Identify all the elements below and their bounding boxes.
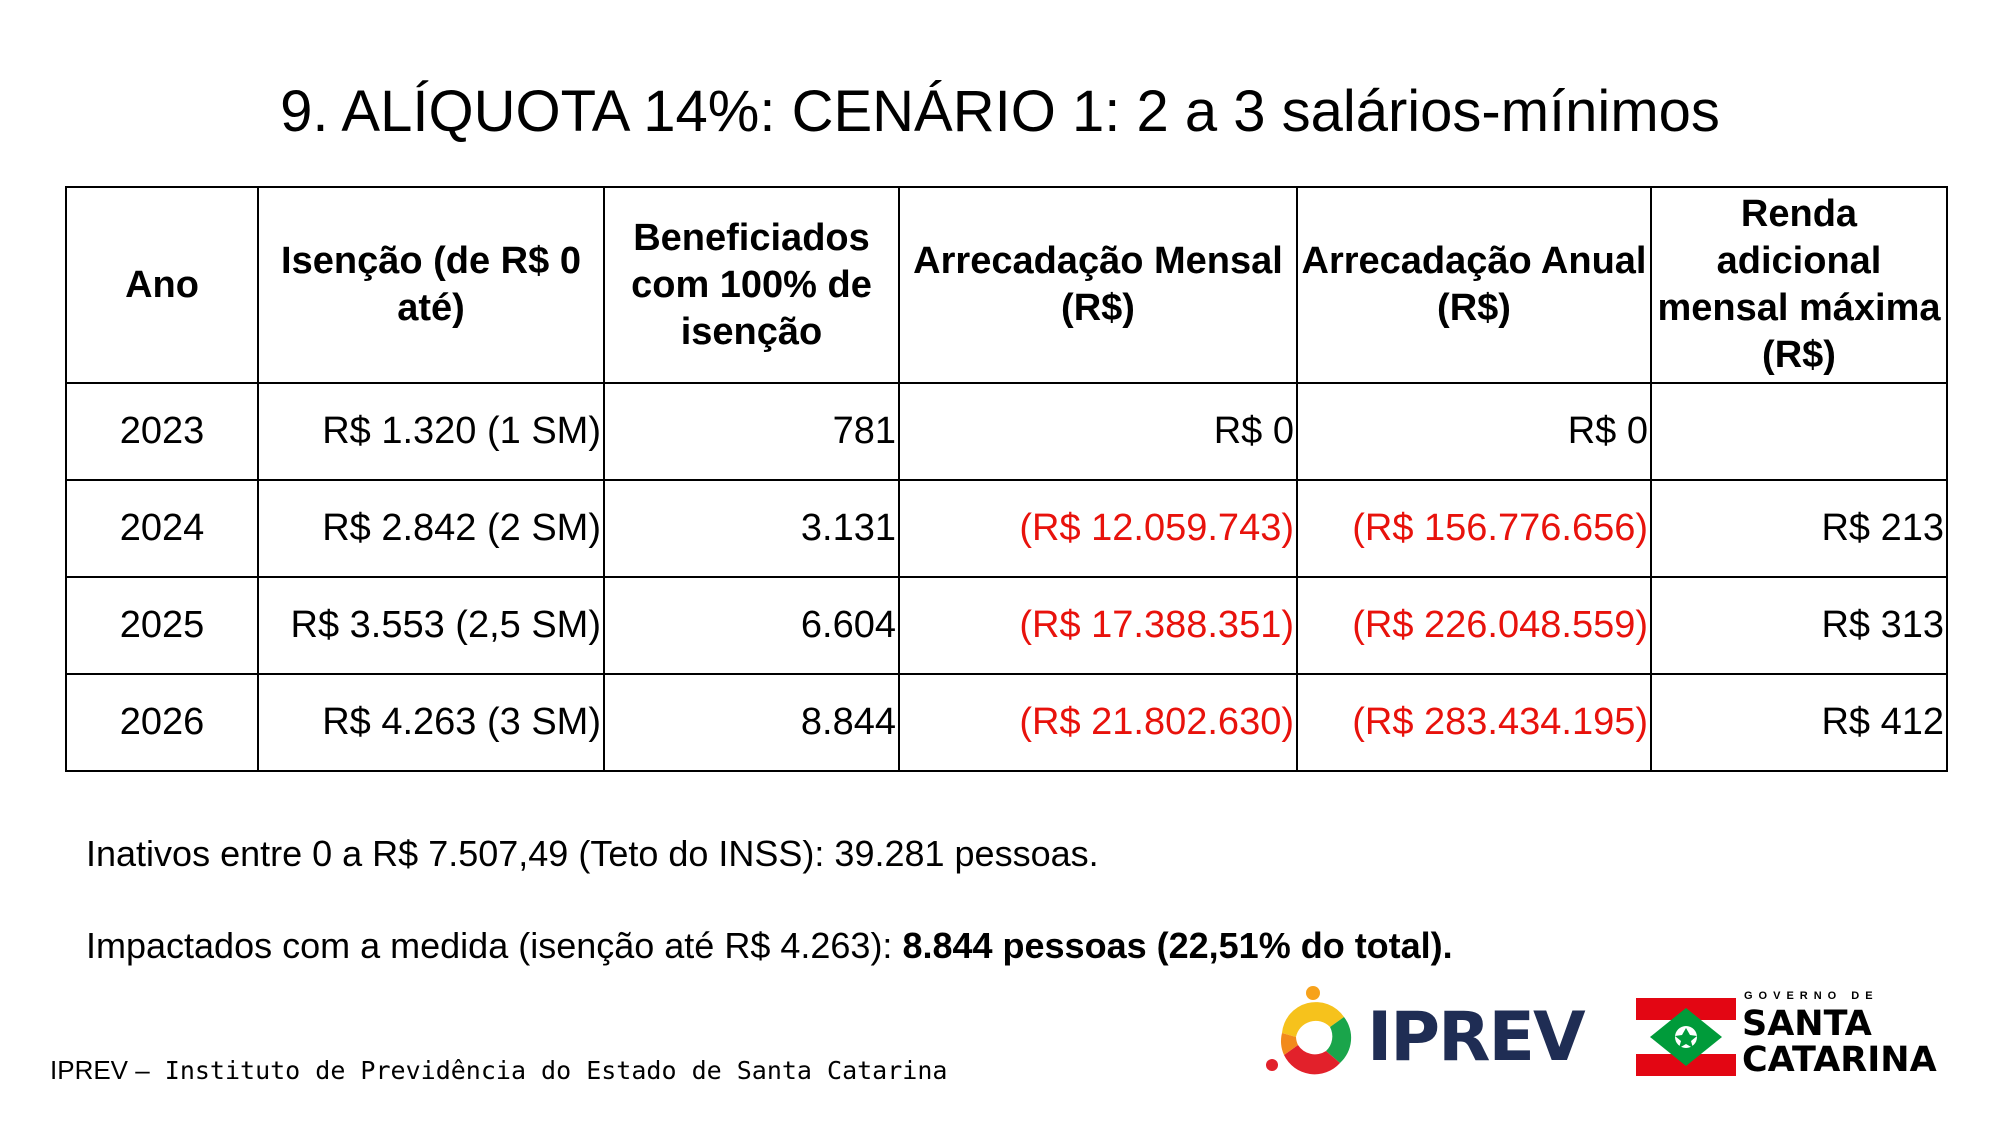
table-row: 2023 R$ 1.320 (1 SM) 781 R$ 0 R$ 0 [65,382,1948,481]
santa-catarina-flag-icon [1636,998,1736,1076]
note-impactados-prefix: Impactados com a medida (isenção até R$ … [86,925,903,966]
cell-ano: 2023 [65,382,259,481]
table-row: 2025 R$ 3.553 (2,5 SM) 6.604 (R$ 17.388.… [65,576,1948,675]
cell-anual: R$ 0 [1296,382,1652,481]
note-impactados-highlight: 8.844 pessoas (22,51% do total). [902,925,1453,966]
scenario-table: Ano Isenção (de R$ 0 até) Beneficiados c… [65,186,1948,772]
table-header-row: Ano Isenção (de R$ 0 até) Beneficiados c… [65,186,1948,384]
cell-renda: R$ 313 [1650,576,1948,675]
cell-renda: R$ 213 [1650,479,1948,578]
iprev-logo-icon [1266,986,1352,1075]
header-isencao: Isenção (de R$ 0 até) [257,186,605,384]
cell-ano: 2024 [65,479,259,578]
cell-ano: 2025 [65,576,259,675]
page-title: 9. ALÍQUOTA 14%: CENÁRIO 1: 2 a 3 salári… [280,79,1720,144]
cell-mensal: (R$ 12.059.743) [898,479,1298,578]
cell-mensal: (R$ 21.802.630) [898,673,1298,772]
note-impactados: Impactados com a medida (isenção até R$ … [86,924,1453,968]
note-inativos: Inativos entre 0 a R$ 7.507,49 (Teto do … [86,833,1099,874]
footer-credit: IPREV – Instituto de Previdência do Esta… [50,1054,950,1087]
cell-beneficiados: 8.844 [603,673,900,772]
sc-logo-text-line1: SANTA [1742,1004,1872,1044]
sc-logo-text-line2: CATARINA [1742,1040,1937,1080]
cell-isencao: R$ 4.263 (3 SM) [257,673,605,772]
cell-renda [1650,382,1948,481]
cell-mensal: (R$ 17.388.351) [898,576,1298,675]
footer-org: IPREV – [50,1055,150,1085]
header-renda-adicional: Renda adicional mensal máxima (R$) [1650,186,1948,384]
header-ano: Ano [65,186,259,384]
header-arrecadacao-anual: Arrecadação Anual (R$) [1296,186,1652,384]
iprev-logo-text: IPREV [1367,998,1586,1077]
cell-isencao: R$ 1.320 (1 SM) [257,382,605,481]
table-row: 2024 R$ 2.842 (2 SM) 3.131 (R$ 12.059.74… [65,479,1948,578]
footer-org-name: Instituto de Previdência do Estado de Sa… [149,1056,948,1085]
cell-renda: R$ 412 [1650,673,1948,772]
table-row: 2026 R$ 4.263 (3 SM) 8.844 (R$ 21.802.63… [65,673,1948,772]
cell-anual: (R$ 283.434.195) [1296,673,1652,772]
cell-beneficiados: 781 [603,382,900,481]
cell-beneficiados: 6.604 [603,576,900,675]
sc-logo-small-text: GOVERNO DE [1744,990,1879,1002]
cell-beneficiados: 3.131 [603,479,900,578]
cell-anual: (R$ 226.048.559) [1296,576,1652,675]
cell-anual: (R$ 156.776.656) [1296,479,1652,578]
cell-mensal: R$ 0 [898,382,1298,481]
cell-ano: 2026 [65,673,259,772]
header-arrecadacao-mensal: Arrecadação Mensal (R$) [898,186,1298,384]
cell-isencao: R$ 2.842 (2 SM) [257,479,605,578]
header-beneficiados: Beneficiados com 100% de isenção [603,186,900,384]
cell-isencao: R$ 3.553 (2,5 SM) [257,576,605,675]
